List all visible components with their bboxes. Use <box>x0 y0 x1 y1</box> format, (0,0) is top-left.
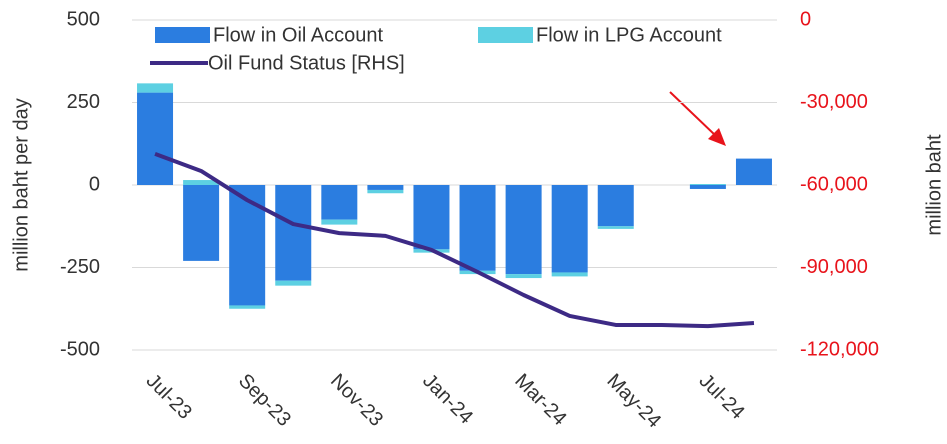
line <box>154 152 755 329</box>
y-tick-label: 500 <box>67 8 100 30</box>
bar <box>551 185 588 273</box>
bar <box>689 184 726 185</box>
y2-tick-label: -30,000 <box>800 91 868 113</box>
x-tick-label: Nov-23 <box>326 370 387 431</box>
x-tick-label: Jul-23 <box>142 370 196 424</box>
y2-tick-label: -120,000 <box>800 338 879 360</box>
bar <box>229 185 266 306</box>
y2-axis-label: million baht <box>923 134 945 236</box>
legend-swatch <box>155 27 210 43</box>
y2-tick-label: -60,000 <box>800 173 868 195</box>
bar <box>367 185 404 190</box>
y2-tick-label: -90,000 <box>800 256 868 278</box>
annotation-arrow <box>669 91 717 137</box>
x-tick-label: May-24 <box>602 370 665 433</box>
y2-tick-label: 0 <box>800 8 811 30</box>
annotation-arrowhead <box>708 128 726 146</box>
bar <box>229 305 266 309</box>
legend-label: Oil Fund Status [RHS] <box>208 52 405 74</box>
x-tick-label: Mar-24 <box>510 370 570 430</box>
bar <box>367 189 404 194</box>
bar <box>137 92 174 185</box>
bar <box>183 180 220 185</box>
y-tick-label: 0 <box>89 173 100 195</box>
bar <box>505 274 542 279</box>
legend-label: Flow in Oil Account <box>213 24 384 46</box>
legend-label: Flow in LPG Account <box>536 24 722 46</box>
x-tick-label: Sep-23 <box>234 370 295 431</box>
bar <box>551 272 588 277</box>
y-tick-label: -500 <box>60 338 100 360</box>
bar <box>459 185 496 271</box>
bar <box>597 185 634 227</box>
bar <box>505 185 542 275</box>
bar <box>275 280 312 286</box>
bar <box>735 158 772 185</box>
bar <box>183 185 220 261</box>
bar <box>321 185 358 220</box>
x-tick-label: Jul-24 <box>695 370 749 424</box>
y-axis-label: million baht per day <box>10 98 32 271</box>
x-tick-label: Jan-24 <box>418 370 477 429</box>
bar <box>689 185 726 189</box>
bar <box>321 219 358 225</box>
y-tick-label: -250 <box>60 256 100 278</box>
bar <box>413 185 450 250</box>
bar <box>597 226 634 229</box>
y-tick-label: 250 <box>67 91 100 113</box>
bar <box>275 185 312 281</box>
bar <box>137 83 174 93</box>
legend-swatch <box>478 27 533 43</box>
